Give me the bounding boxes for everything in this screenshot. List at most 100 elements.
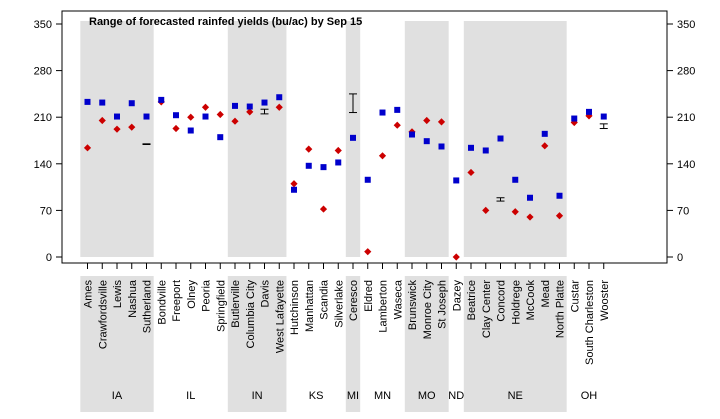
point-upper xyxy=(232,102,238,109)
point-lower xyxy=(305,145,313,153)
point-lower xyxy=(319,205,328,213)
point-lower xyxy=(555,212,564,220)
range-whisker xyxy=(142,143,151,145)
point-upper xyxy=(556,192,563,199)
point-upper xyxy=(512,176,519,183)
group-shade-plot xyxy=(80,21,154,257)
point-lower xyxy=(364,248,372,256)
point-upper xyxy=(217,134,224,141)
point-lower xyxy=(275,103,283,111)
point-lower xyxy=(526,213,534,221)
point-lower xyxy=(201,103,210,111)
state-label: ND xyxy=(448,390,464,402)
y-tick-label-left: 140 xyxy=(34,159,52,171)
y-tick-label-right: 210 xyxy=(677,112,695,124)
y-tick-label-left: 280 xyxy=(34,66,52,78)
range-whisker xyxy=(260,108,269,115)
point-upper xyxy=(527,194,533,201)
point-lower xyxy=(83,144,92,152)
point-lower xyxy=(511,208,519,216)
x-tick-label: Butlerville xyxy=(230,280,242,328)
range-whisker xyxy=(599,123,608,130)
range-whisker xyxy=(496,197,505,202)
group-shade-labels xyxy=(345,276,361,412)
x-tick-label: Mead xyxy=(540,280,552,308)
x-tick-label: Sutherland xyxy=(142,280,154,333)
x-tick-label: Bondville xyxy=(156,280,168,325)
x-tick-label: McCook xyxy=(525,280,537,321)
state-label: OH xyxy=(581,390,598,402)
x-tick-label: Columbia City xyxy=(245,280,257,349)
point-upper xyxy=(571,115,578,122)
point-upper xyxy=(468,144,474,151)
point-upper xyxy=(187,127,194,134)
y-tick-label-right: 0 xyxy=(677,252,683,264)
y-tick-label-left: 350 xyxy=(34,19,52,31)
point-upper xyxy=(364,176,371,183)
x-tick-label: Lamberton xyxy=(378,280,390,333)
point-upper xyxy=(453,177,460,184)
point-upper xyxy=(335,159,342,166)
point-upper xyxy=(600,113,607,120)
point-upper xyxy=(84,98,91,105)
point-lower xyxy=(423,116,431,125)
point-lower xyxy=(98,116,106,125)
x-tick-label: Olney xyxy=(186,280,198,309)
state-label: MN xyxy=(374,390,391,402)
x-axis: IA IL IN KS MI MN MO ND NE OH Ames Crawfordsville Le… xyxy=(83,262,611,402)
x-tick-label: Lewis xyxy=(112,280,124,309)
state-label: MO xyxy=(418,390,436,402)
point-lower xyxy=(452,253,460,261)
x-tick-label: St Joseph xyxy=(437,280,449,329)
y-tick-label-left: 0 xyxy=(46,252,52,264)
point-lower xyxy=(128,123,136,131)
point-upper xyxy=(158,96,165,103)
point-upper xyxy=(394,106,401,113)
point-upper xyxy=(482,147,489,154)
group-shade-plot xyxy=(463,21,567,257)
x-tick-label: West Lafayette xyxy=(274,280,286,353)
x-tick-label: Manhattan xyxy=(304,280,316,332)
y-tick-label-right: 350 xyxy=(677,19,695,31)
x-tick-label: Wooster xyxy=(599,280,611,321)
y-tick-label-right: 140 xyxy=(677,159,695,171)
x-tick-label: Concord xyxy=(496,280,508,322)
point-lower xyxy=(393,121,401,129)
point-upper xyxy=(276,94,283,101)
point-lower xyxy=(541,142,549,150)
x-tick-label: Holdrege xyxy=(510,280,522,325)
point-upper xyxy=(114,113,120,120)
point-lower xyxy=(246,108,254,116)
x-tick-label: Monroe City xyxy=(422,280,434,340)
y-tick-label-left: 210 xyxy=(34,112,52,124)
state-label: MI xyxy=(347,390,359,402)
point-upper xyxy=(246,103,253,110)
point-upper xyxy=(143,113,150,120)
point-lower xyxy=(437,118,446,126)
point-upper xyxy=(128,100,135,107)
point-upper xyxy=(261,99,268,106)
x-tick-label: Ames xyxy=(83,280,95,309)
point-lower xyxy=(482,206,490,214)
x-tick-label: Ceresco xyxy=(348,280,360,321)
y-tick-label-right: 70 xyxy=(677,205,689,217)
point-upper xyxy=(541,130,548,137)
x-tick-label: Clay Center xyxy=(481,280,493,338)
x-tick-label: Springfield xyxy=(215,280,227,332)
point-upper xyxy=(173,112,179,119)
point-lower xyxy=(378,152,387,160)
x-tick-label: Silverlake xyxy=(333,280,345,328)
point-upper xyxy=(497,135,504,142)
point-lower xyxy=(290,180,298,188)
y-tick-label-right: 280 xyxy=(677,66,695,78)
x-tick-label: Crawfordsville xyxy=(97,280,109,349)
group-shade-labels xyxy=(463,276,567,412)
state-label: IA xyxy=(112,390,123,402)
range-whisker xyxy=(349,93,357,114)
x-tick-label: Hutchinson xyxy=(289,280,301,335)
x-tick-label: Freeport xyxy=(171,280,183,322)
point-upper xyxy=(350,134,356,141)
point-upper xyxy=(202,113,209,120)
y-axis-left: 0 70 140 210 280 350 xyxy=(34,19,63,264)
point-upper xyxy=(423,138,430,145)
